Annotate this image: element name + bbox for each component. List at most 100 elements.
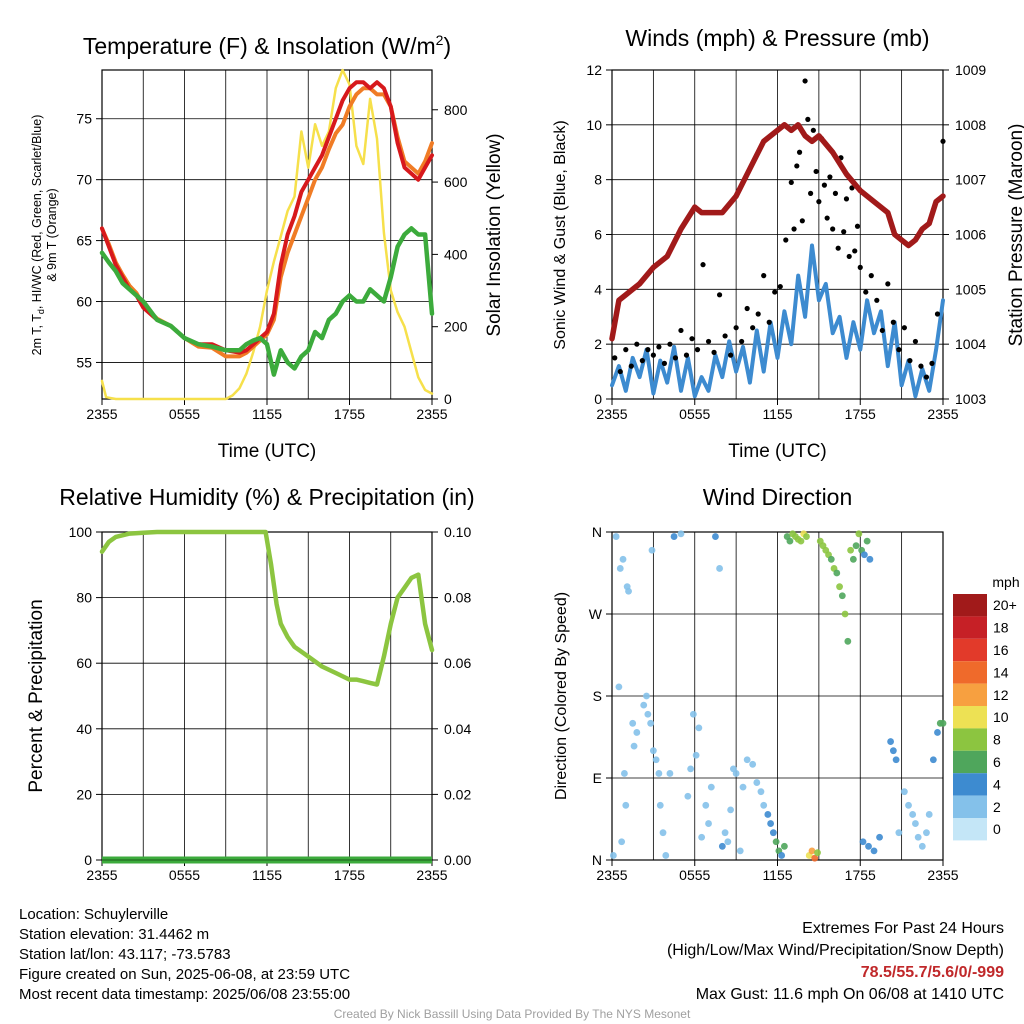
direction-point	[836, 583, 843, 591]
legend-label: 0	[993, 821, 1001, 837]
direction-point	[612, 533, 620, 540]
direction-point	[609, 852, 617, 859]
gust-point	[722, 333, 728, 339]
y-tick-label: 40	[76, 721, 92, 737]
y-tick-label: 80	[76, 590, 92, 606]
y-tick-label: 20	[76, 786, 92, 802]
direction-point	[757, 788, 765, 796]
y-tick-label: 70	[76, 172, 92, 188]
gust-point	[617, 368, 623, 375]
gust-point	[813, 168, 819, 175]
gust-point	[835, 245, 841, 251]
y-tick-label: N	[592, 852, 602, 868]
gust-point	[755, 311, 761, 317]
chart-title: Wind Direction	[703, 484, 853, 510]
y-label-part: , HI/WC (Red, Green, Scarlet/Blue)	[30, 115, 44, 310]
direction-point	[811, 854, 819, 862]
plot-frame	[101, 69, 433, 400]
x-axis-label: Time (UTC)	[728, 441, 827, 462]
direction-point	[841, 610, 849, 618]
direction-point	[808, 847, 816, 855]
series-line	[609, 122, 946, 342]
gust-point	[940, 138, 946, 144]
direction-point	[630, 742, 638, 750]
y-right-tick-label: 1007	[955, 172, 986, 188]
direction-point	[900, 788, 908, 796]
gust-point	[901, 325, 907, 331]
gust-point	[846, 253, 852, 260]
gust-point	[868, 273, 874, 279]
plot-frame	[611, 69, 944, 400]
direction-point	[698, 833, 706, 841]
gust-point	[733, 325, 739, 331]
direction-point	[939, 719, 947, 727]
direction-point	[895, 829, 903, 837]
direction-point	[647, 719, 655, 727]
direction-point	[778, 852, 786, 859]
chart-title: Winds (mph) & Pressure (mb)	[625, 25, 929, 51]
x-tick-label: 1755	[334, 867, 365, 883]
gust-point	[739, 338, 745, 345]
gust-point	[678, 327, 684, 334]
direction-point	[739, 783, 747, 791]
chart-title: Temperature (F) & Insolation (W/m2)	[83, 32, 451, 59]
gust-point	[711, 349, 717, 355]
legend-swatch	[953, 728, 987, 751]
gust-point	[628, 363, 634, 369]
x-tick-label: 2355	[927, 406, 958, 422]
direction-point	[724, 838, 732, 846]
direction-point	[859, 838, 867, 846]
gust-point	[923, 374, 930, 380]
gust-point	[854, 223, 861, 229]
title-part: Temperature (F) & Insolation (W/m	[83, 33, 436, 59]
x-tick-label: 1155	[252, 406, 282, 422]
gust-point	[857, 264, 863, 270]
y-right-tick-label: 0.06	[444, 655, 471, 671]
y-tick-label: 6	[594, 227, 602, 243]
y-right-tick-label: 0.04	[444, 721, 471, 737]
gust-point	[912, 338, 919, 345]
direction-point	[736, 847, 744, 855]
direction-point	[692, 751, 700, 759]
plot-frame	[611, 531, 944, 861]
y-tick-label: 55	[76, 354, 92, 370]
speed-legend: mph 20+ 18 16 14 12 10 8 6 4 2 0	[953, 574, 1020, 841]
extremes-values: 78.5/55.7/5.6/0/-999	[860, 964, 1004, 981]
direction-point	[753, 779, 761, 786]
direction-point	[769, 829, 777, 837]
x-tick-label: 1755	[845, 867, 876, 883]
legend-swatch	[953, 750, 987, 774]
legend-swatch	[953, 616, 987, 639]
gust-point	[934, 311, 941, 317]
direction-point	[721, 829, 729, 837]
x-tick-label: 2355	[596, 867, 627, 883]
direction-point	[716, 565, 723, 572]
y-axis-label: 2m T, Td, HI/WC (Red, Green, Scarlet/Blu…	[30, 115, 46, 356]
x-tick-label: 2355	[86, 867, 117, 883]
direction-point	[749, 760, 757, 768]
gust-point	[824, 215, 830, 221]
x-tick-label: 0555	[169, 867, 200, 883]
location-text: Location: Schuylerville	[19, 906, 169, 923]
wind-panel: 2355 0555 1155 1755 235502468101210031004100…	[552, 25, 1024, 462]
y-tick-label: 8	[594, 172, 602, 188]
y-axis-label: Percent & Precipitation	[26, 599, 47, 792]
temperature-panel: 2355 0555 1155 1755 2355 55 60 65 70 75 0 200 400 600…	[30, 32, 505, 462]
gust-point	[841, 229, 847, 235]
direction-point	[640, 701, 648, 709]
y-tick-label: 60	[76, 294, 92, 310]
y-label-subscript: d	[36, 309, 46, 314]
gust-point	[843, 196, 850, 202]
legend-label: 10	[993, 709, 1009, 725]
gust-point	[890, 319, 896, 325]
gust-point	[645, 347, 651, 353]
direction-point	[866, 555, 874, 563]
gust-point	[705, 338, 712, 345]
gust-point	[791, 226, 797, 232]
direction-point	[865, 842, 872, 850]
y-label-part: 2m T, T	[30, 314, 44, 356]
x-tick-label: 2355	[927, 867, 958, 883]
direction-point	[814, 849, 821, 857]
direction-point	[925, 811, 933, 818]
y-axis-label-line2: & 9m T (Orange)	[45, 188, 59, 281]
